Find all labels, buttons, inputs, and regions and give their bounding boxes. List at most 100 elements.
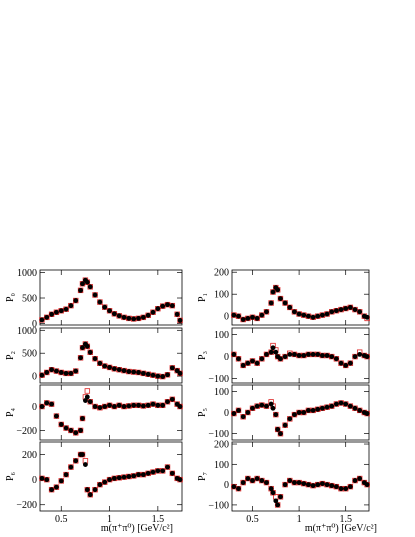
data-point (102, 363, 108, 369)
data-point (68, 303, 74, 309)
x-axis-title-left: m(π⁺π⁰) [GeV/c²] (101, 523, 173, 534)
data-point (250, 478, 255, 483)
data-point (343, 401, 349, 407)
y-tick-label: 200 (214, 440, 229, 451)
data-point (140, 370, 146, 376)
data-point (121, 474, 127, 480)
data-point (83, 398, 88, 403)
data-point (320, 353, 325, 358)
data-point (155, 306, 161, 312)
y-tick-label: 0 (224, 352, 229, 363)
data-point (39, 475, 45, 481)
data-point (73, 368, 79, 374)
data-point (131, 369, 137, 375)
y-tick-label: 0 (32, 475, 37, 486)
data-point (97, 482, 103, 488)
y-tick-label: 0 (32, 319, 37, 330)
y-tick-label: 0 (224, 312, 229, 323)
data-point (329, 403, 335, 409)
panel-1: 0 100 200 P₁ (197, 268, 370, 326)
data-point (254, 403, 260, 409)
data-point (107, 365, 112, 370)
data-point (270, 345, 276, 351)
data-point (160, 303, 166, 309)
panel-frame (39, 269, 183, 326)
data-point (320, 405, 325, 411)
data-point (174, 311, 180, 317)
data-point (83, 462, 88, 467)
data-point (292, 309, 297, 315)
data-point (145, 312, 151, 318)
data-point (329, 309, 335, 315)
data-point (287, 305, 293, 310)
data-point (301, 353, 307, 358)
data-point (259, 356, 265, 362)
data-point (315, 482, 321, 488)
data-point (306, 352, 311, 357)
x-axis-title-right: m(π⁺π⁰) [GeV/c²] (305, 523, 377, 534)
data-point (87, 399, 93, 405)
y-tick-label: −100 (208, 374, 229, 385)
data-point (343, 306, 349, 311)
data-point (84, 279, 90, 285)
data-point (177, 318, 183, 323)
data-point (259, 312, 265, 318)
data-point (136, 402, 141, 408)
y-tick-label: 0 (32, 372, 37, 383)
panel-3: −100 0 100 P₃ (197, 327, 370, 385)
x-tick-label: 1 (297, 514, 302, 525)
data-point (306, 482, 311, 488)
panel-frame (231, 269, 370, 326)
y-tick-label: 100 (214, 330, 229, 341)
data-point (97, 360, 103, 366)
data-point (347, 360, 353, 366)
data-point (240, 363, 246, 368)
data-point (352, 478, 358, 483)
y-tick-label: 200 (22, 450, 37, 461)
data-point (80, 281, 85, 287)
data-point (68, 464, 74, 470)
data-point (352, 307, 358, 312)
panel-7: −100 0 100 200 0.5 1 1.5 P₇ (197, 440, 370, 525)
panel-frame (39, 384, 183, 441)
data-point (275, 427, 281, 432)
data-point (126, 369, 132, 374)
data-point (282, 422, 288, 428)
data-point (121, 368, 127, 374)
data-point (49, 487, 54, 493)
data-point (333, 484, 339, 490)
data-point (73, 458, 79, 464)
y-axis-title: P₁ (197, 293, 208, 302)
data-point (240, 317, 246, 322)
data-point (111, 475, 117, 481)
data-point (145, 402, 151, 408)
y-tick-label: −200 (16, 500, 37, 511)
data-point (97, 405, 103, 411)
data-point (245, 410, 251, 415)
data-point (87, 492, 93, 498)
data-point (177, 404, 183, 409)
data-point (102, 479, 108, 485)
data-point (160, 468, 166, 474)
data-point (84, 487, 90, 493)
data-point (282, 482, 288, 488)
data-point (145, 470, 151, 476)
data-point (278, 431, 283, 437)
data-point (150, 372, 156, 378)
data-point (116, 475, 122, 481)
data-point (259, 402, 265, 408)
data-point (329, 354, 335, 359)
data-point (236, 313, 241, 319)
data-point (364, 314, 370, 320)
data-point (107, 477, 112, 483)
data-point (333, 356, 339, 362)
data-point (301, 312, 307, 318)
data-point (49, 401, 54, 407)
data-point (165, 399, 170, 405)
data-point (126, 315, 132, 321)
data-point (282, 354, 288, 359)
data-point (102, 304, 108, 310)
y-tick-label: 100 (214, 290, 229, 301)
data-point (338, 486, 344, 492)
data-point (54, 413, 59, 419)
